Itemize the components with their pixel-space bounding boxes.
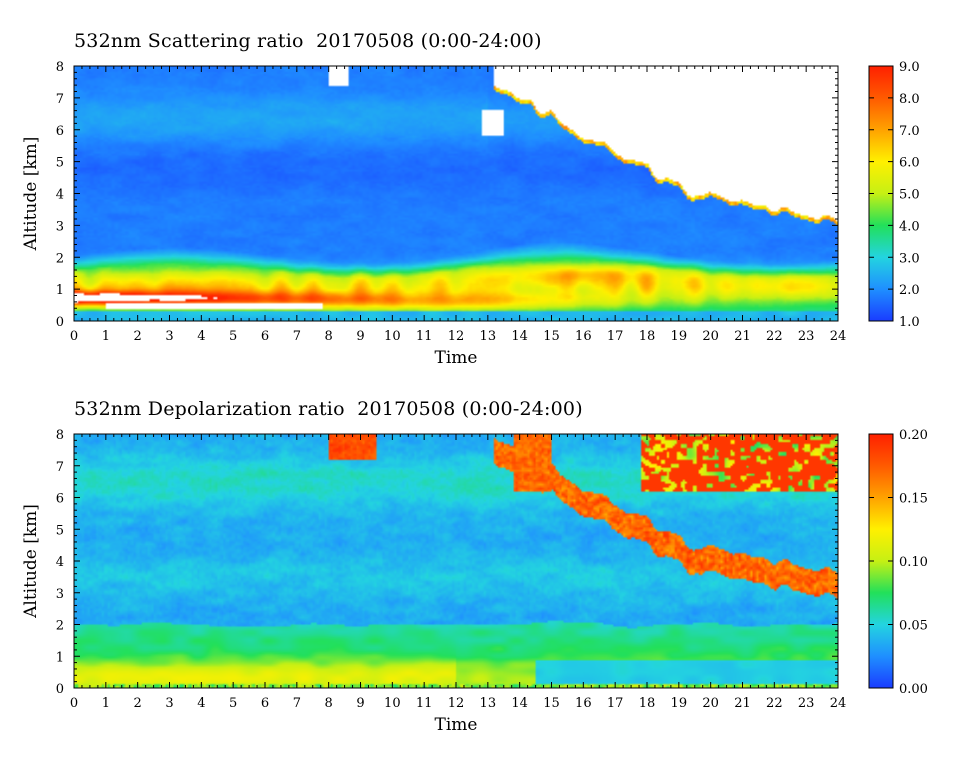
x-tick-label: 19 [671,329,688,344]
x-tick-label: 22 [766,329,783,344]
x-tick-label: 10 [384,329,401,344]
x-tick-label: 13 [480,696,497,711]
colorbar-tick-label: 9.0 [899,60,920,75]
x-tick-label: 15 [543,329,560,344]
y-axis-label: Altitude [km] [21,504,41,619]
colorbar-tick-label: 0.10 [899,555,928,570]
colorbar-tick-label: 5.0 [899,188,920,203]
x-tick-label: 15 [543,696,560,711]
x-tick-label: 5 [229,696,237,711]
colorbar-tick-label: 1.0 [899,315,920,330]
x-tick-label: 10 [384,696,401,711]
colorbar-tick-label: 8.0 [899,92,920,107]
x-tick-label: 2 [134,329,142,344]
x-tick-label: 6 [261,696,269,711]
y-tick-label: 0 [56,315,64,330]
heatmap-image [74,66,838,321]
y-tick-label: 1 [56,283,64,298]
x-tick-label: 0 [70,696,78,711]
x-tick-label: 12 [448,329,465,344]
x-tick-label: 13 [480,329,497,344]
colorbar-tick-label: 3.0 [899,251,920,266]
y-tick-label: 7 [56,92,64,107]
y-tick-label: 4 [56,188,64,203]
y-tick-label: 3 [56,587,64,602]
x-tick-label: 1 [102,329,110,344]
x-tick-label: 2 [134,696,142,711]
heatmap-image [74,434,838,688]
y-tick-label: 1 [56,650,64,665]
x-tick-label: 16 [575,329,592,344]
x-tick-label: 16 [575,696,592,711]
scattering-ratio-panel: 532nm Scattering ratio 20170508 (0:00-24… [21,30,920,368]
x-axis-label: Time [435,715,478,735]
x-tick-label: 21 [734,329,751,344]
y-tick-label: 6 [56,124,64,139]
y-tick-label: 8 [56,428,64,443]
x-tick-label: 4 [197,329,205,344]
x-tick-label: 9 [356,696,364,711]
y-tick-label: 0 [56,682,64,697]
y-tick-label: 6 [56,492,64,507]
scattering-ratio-chart: 0 1 2 3 4 5 6 7 8 9 10 11 12 13 14 15 16 17 18 19 20 21 22 23 24… [21,60,920,368]
x-tick-label: 0 [70,329,78,344]
x-tick-label: 8 [325,329,333,344]
x-tick-label: 9 [356,329,364,344]
x-tick-label: 24 [830,329,847,344]
x-tick-label: 1 [102,696,110,711]
x-tick-label: 6 [261,329,269,344]
colorbar-tick-label: 0.15 [899,492,928,507]
y-axis-label: Altitude [km] [21,137,41,252]
x-tick-label: 11 [416,329,433,344]
colorbar-tick-label: 4.0 [899,219,920,234]
x-tick-label: 4 [197,696,205,711]
colorbar-tick-label: 2.0 [899,283,920,298]
x-tick-label: 21 [734,696,751,711]
y-tick-label: 8 [56,60,64,75]
x-tick-label: 19 [671,696,688,711]
y-tick-label: 7 [56,460,64,475]
x-tick-label: 17 [607,696,624,711]
chart-title: 532nm Depolarization ratio 20170508 (0:0… [74,398,583,420]
chart-title: 532nm Scattering ratio 20170508 (0:00-24… [74,30,542,52]
x-tick-label: 23 [798,696,815,711]
x-axis-label: Time [435,348,478,368]
colorbar-tick-label: 6.0 [899,156,920,171]
x-tick-label: 18 [639,696,656,711]
y-tick-label: 5 [56,156,64,171]
x-tick-label: 3 [165,329,173,344]
depolarization-ratio-chart: 0 1 2 3 4 5 6 7 8 9 10 11 12 13 14 15 16 17 18 19 20 21 22 23 24… [21,428,928,735]
x-tick-label: 11 [416,696,433,711]
x-tick-label: 22 [766,696,783,711]
y-tick-label: 5 [56,523,64,538]
x-tick-label: 23 [798,329,815,344]
y-tick-label: 2 [56,619,64,634]
x-tick-label: 5 [229,329,237,344]
y-tick-label: 2 [56,251,64,266]
x-tick-label: 18 [639,329,656,344]
y-tick-label: 4 [56,555,64,570]
colorbar-tick-label: 0.00 [899,682,928,697]
x-tick-label: 20 [702,329,719,344]
x-tick-label: 20 [702,696,719,711]
x-tick-label: 12 [448,696,465,711]
depolarization-ratio-panel: 532nm Depolarization ratio 20170508 (0:0… [0,385,960,770]
y-tick-label: 3 [56,219,64,234]
x-tick-label: 7 [293,329,301,344]
x-tick-label: 7 [293,696,301,711]
x-tick-label: 14 [511,696,528,711]
x-tick-label: 17 [607,329,624,344]
x-tick-label: 14 [511,329,528,344]
x-tick-label: 8 [325,696,333,711]
colorbar-tick-label: 0.20 [899,428,928,443]
colorbar-tick-label: 7.0 [899,124,920,139]
x-tick-label: 24 [830,696,847,711]
x-tick-label: 3 [165,696,173,711]
colorbar-tick-label: 0.05 [899,619,928,634]
